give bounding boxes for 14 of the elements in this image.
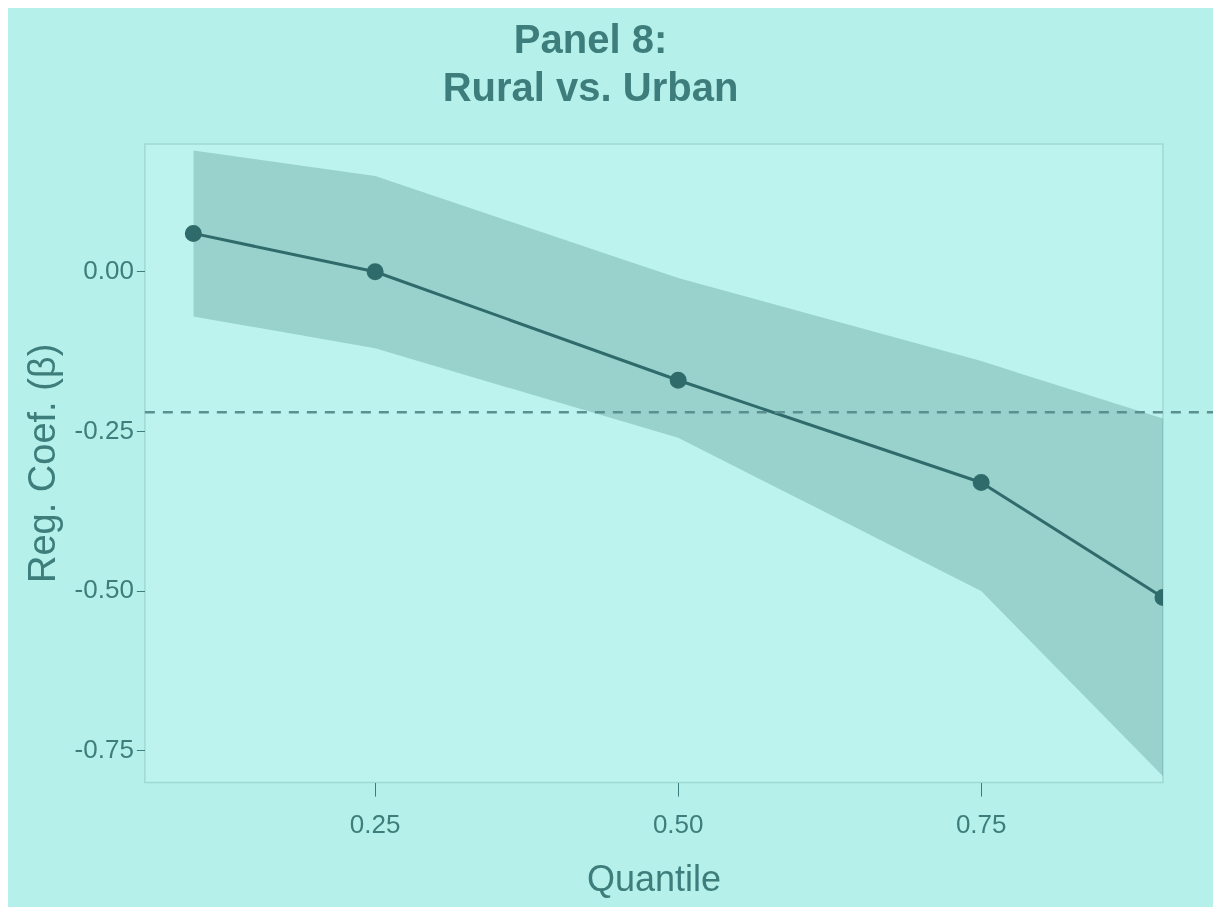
point <box>669 371 687 389</box>
x-tick-label: 0.50 <box>652 809 704 840</box>
point <box>366 263 384 281</box>
point <box>184 224 202 242</box>
y-tick-label: -0.25 <box>74 414 134 445</box>
y-axis-title: Reg. Coef. (β) <box>21 343 64 583</box>
x-tick-label: 0.25 <box>349 809 401 840</box>
y-tick-label: 0.00 <box>83 254 134 285</box>
x-tick-label: 0.75 <box>955 809 1007 840</box>
x-axis-title: Quantile <box>586 858 721 900</box>
y-tick-label: -0.75 <box>74 733 134 764</box>
point <box>972 473 990 491</box>
y-tick-label: -0.50 <box>74 574 134 605</box>
chart-title: Panel 8: Rural vs. Urban <box>442 17 739 110</box>
